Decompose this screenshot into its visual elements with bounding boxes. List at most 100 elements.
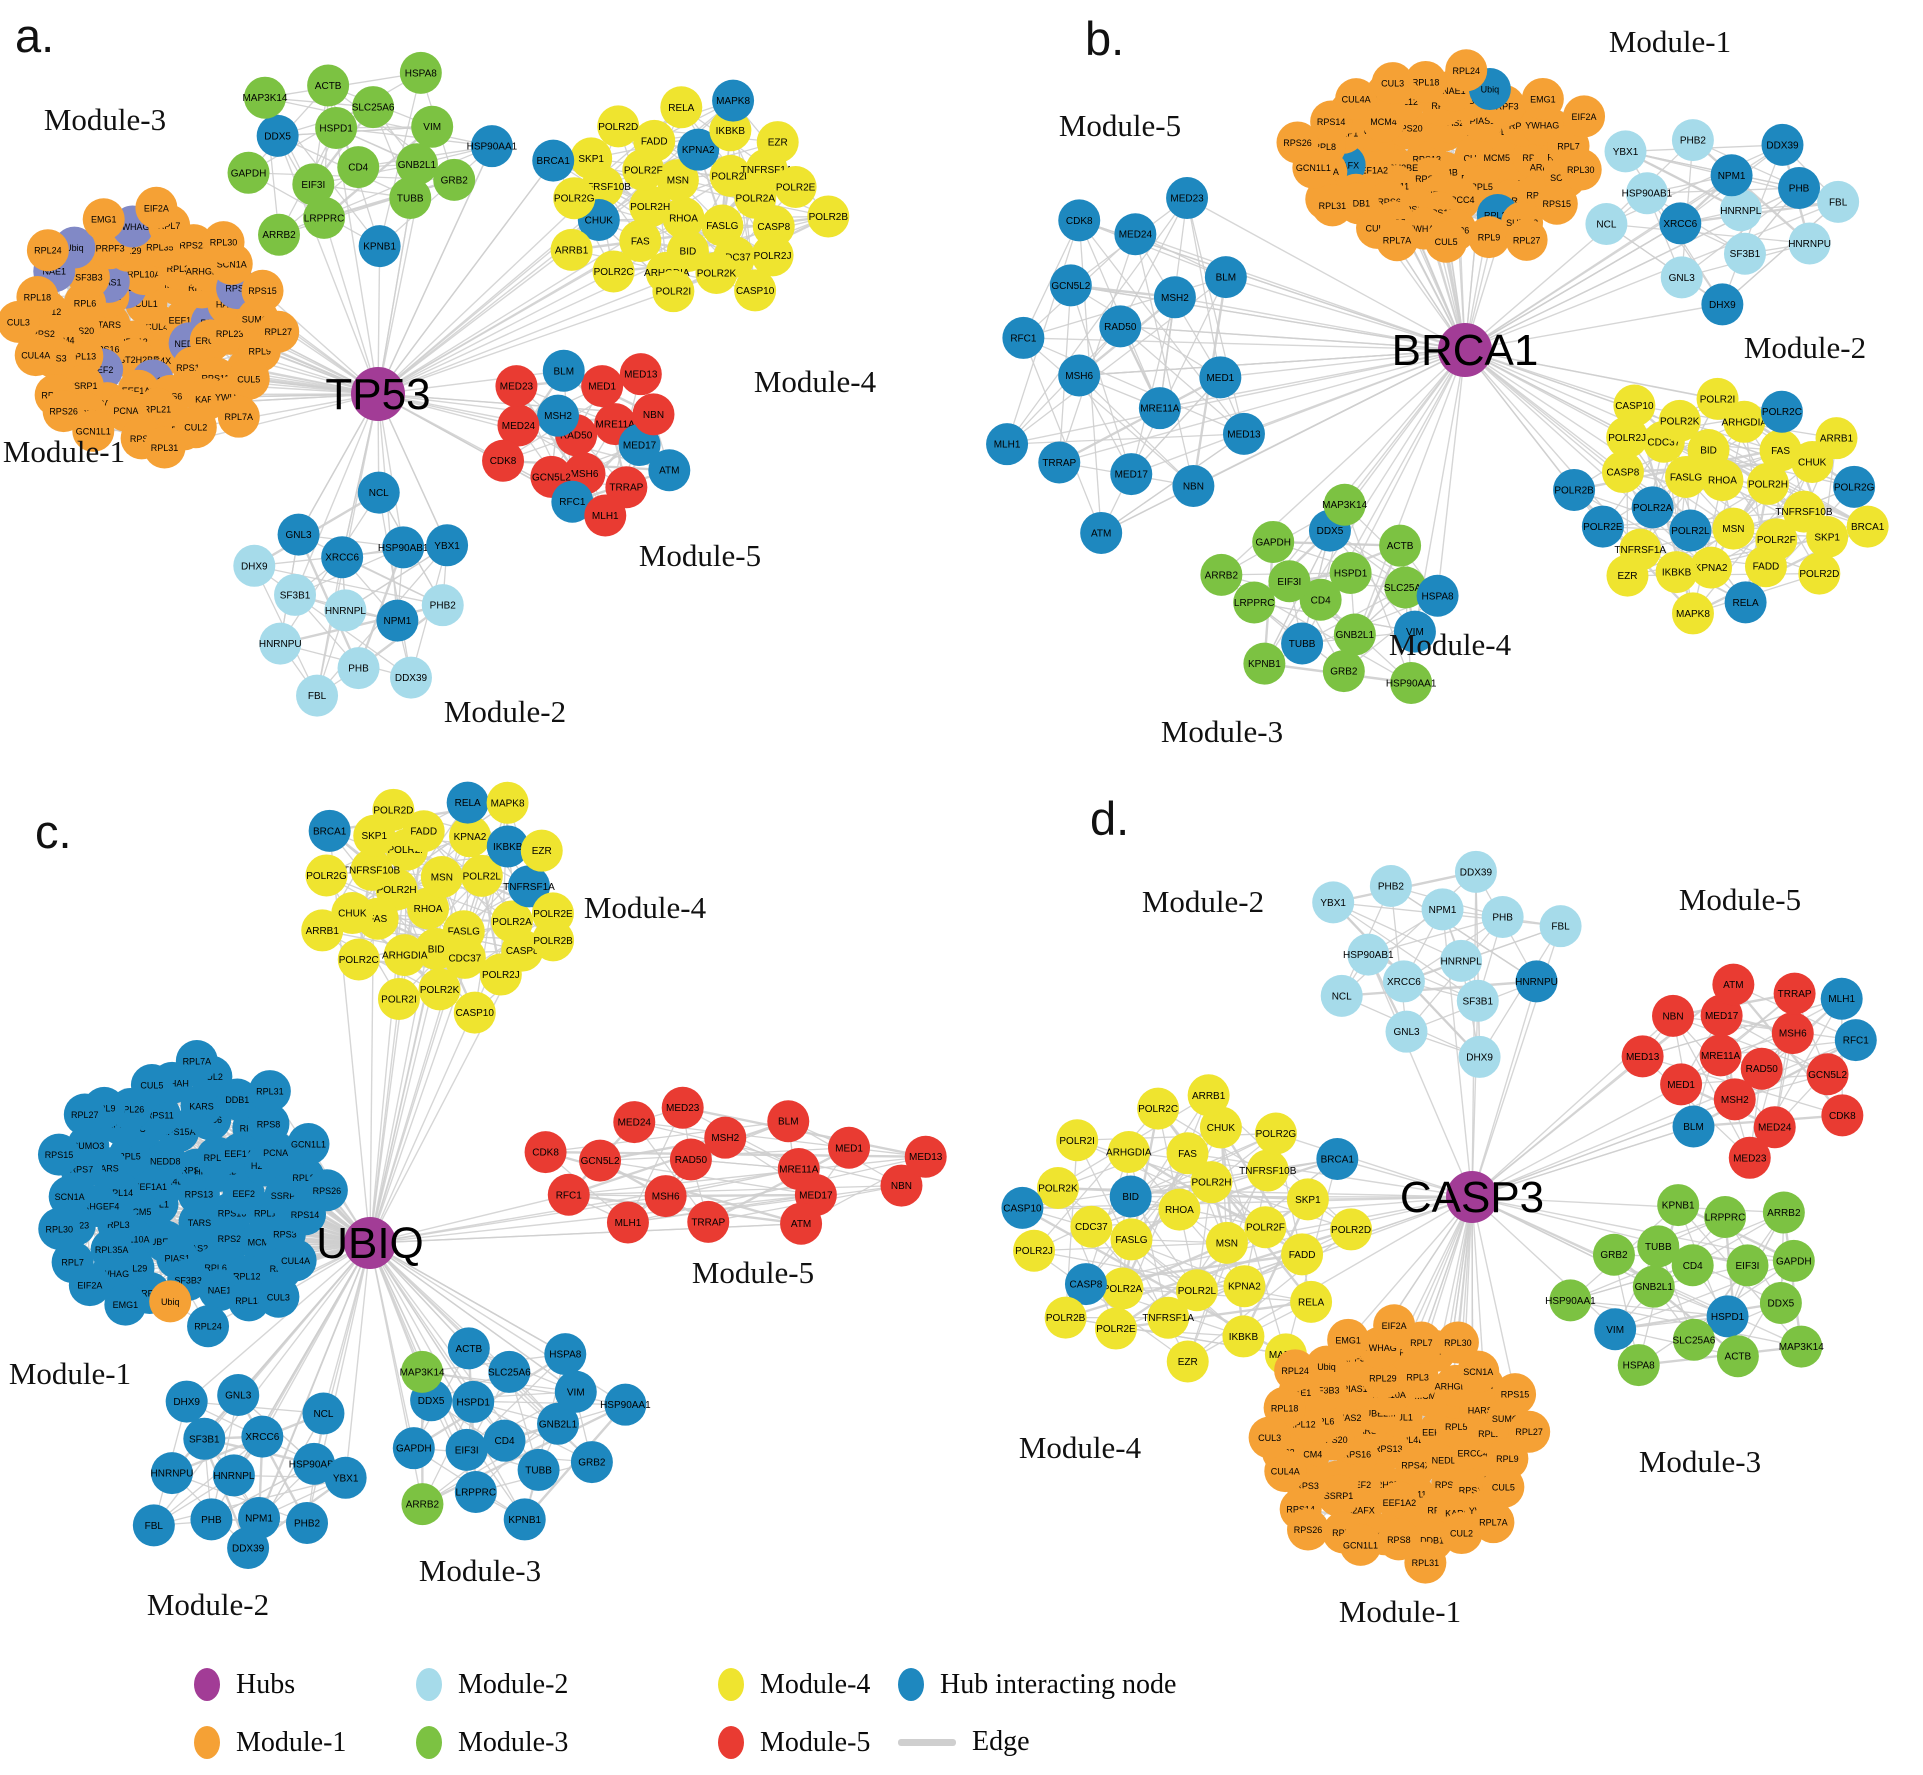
node-label-EIF3I: EIF3I (1736, 1261, 1760, 1272)
node-RPL24 (1445, 49, 1488, 92)
node-label-YWHAG: YWHAG (1363, 1343, 1397, 1353)
node-Ubiq (149, 1280, 192, 1323)
node-label-DDX5: DDX5 (418, 1396, 445, 1407)
node-label-POLR2D: POLR2D (1799, 569, 1839, 580)
node-label-EEF1A2: EEF1A2 (224, 1149, 258, 1159)
node-label-RFC1: RFC1 (1010, 333, 1037, 344)
node-label-PHB2: PHB2 (294, 1518, 321, 1529)
node-label-KPNA2: KPNA2 (1695, 563, 1728, 574)
node-MED1 (1199, 356, 1242, 399)
node-label-HNRNPL: HNRNPL (325, 606, 367, 617)
node-label-POLR2I: POLR2I (381, 994, 417, 1005)
node-RFC1 (1834, 1019, 1877, 1062)
node-label-SKP1: SKP1 (578, 154, 604, 165)
node-MLH1 (584, 494, 627, 537)
node-label-SCN1A: SCN1A (1463, 1367, 1493, 1377)
node-label-ACTB: ACTB (455, 1344, 482, 1355)
hub-label-CASP3: CASP3 (1400, 1173, 1544, 1222)
node-label-POLR2C: POLR2C (339, 955, 379, 966)
node-label-POLR2C: POLR2C (1762, 407, 1802, 418)
node-label-RPL31: RPL31 (1412, 1558, 1440, 1568)
node-POLR2D (372, 788, 415, 831)
node-EIF3I (445, 1428, 488, 1471)
node-label-RHOA: RHOA (1708, 476, 1737, 487)
node-label-NBN: NBN (891, 1181, 912, 1192)
node-label-GNL3: GNL3 (286, 530, 313, 541)
node-label-EIF3I: EIF3I (1277, 577, 1301, 588)
hub-label-BRCA1: BRCA1 (1392, 326, 1539, 375)
node-HSP90AB1 (293, 1442, 336, 1485)
node-label-EIF2A: EIF2A (1382, 1321, 1407, 1331)
node-RHOA (407, 887, 450, 930)
label-layer: b. Module-5 Module-1 Module-2 Module-4 Module… (1059, 12, 1866, 749)
node-label-RPL29: RPL29 (120, 1263, 148, 1273)
node-label-RPL7: RPL7 (1410, 1338, 1433, 1348)
node-HSP90AB1 (1625, 172, 1668, 215)
node-RPL31 (1404, 1541, 1447, 1584)
node-label-SF3B3: SF3B3 (75, 273, 103, 283)
node-RPS26 (1287, 1508, 1330, 1551)
node-RPL27 (1508, 1410, 1551, 1453)
node-label-EZR: EZR (768, 138, 788, 149)
node-label-RPS14: RPS14 (1317, 117, 1346, 127)
node-label-GRB2: GRB2 (441, 175, 469, 186)
node-label-RPL7: RPL7 (158, 221, 181, 231)
node-label-RPL7A: RPL7A (1479, 1518, 1508, 1528)
node-label-GCN5L2: GCN5L2 (532, 472, 571, 483)
node-MED1 (828, 1126, 871, 1169)
node-label-MAPK8: MAPK8 (491, 798, 525, 809)
node-PHB2 (286, 1501, 329, 1544)
node-POLR2J (479, 953, 522, 996)
node-MAP3K14 (1780, 1325, 1823, 1368)
node-label-RPL7A: RPL7A (1383, 236, 1412, 246)
node-POLR2A (1101, 1267, 1144, 1310)
node-label-RPL7A: RPL7A (225, 412, 254, 422)
node-label-IKBKB: IKBKB (716, 126, 746, 137)
node-label-CD4: CD4 (348, 163, 368, 174)
node-label-Ubiq: Ubiq (1317, 1362, 1336, 1372)
node-label-TNFRSF10B: TNFRSF10B (343, 865, 401, 876)
node-EZR (1606, 554, 1649, 597)
node-CD4 (1671, 1244, 1714, 1287)
node-label-XRCC6: XRCC6 (1387, 977, 1421, 988)
node-label-RPL27: RPL27 (1513, 235, 1541, 245)
panel-letter-c: c. (35, 805, 72, 858)
node-VIM (1393, 610, 1436, 653)
node-MSN (1712, 507, 1755, 550)
node-label-IKBKB: IKBKB (1662, 568, 1692, 579)
node-HNRNPU (1788, 222, 1831, 265)
node-label-H2AFX: H2AFX (1346, 1506, 1375, 1516)
node-label-RELA: RELA (1298, 1297, 1324, 1308)
node-label-MCM4: MCM4 (1296, 1450, 1323, 1460)
node-label-MED13: MED13 (1227, 429, 1261, 440)
node-GNB2L1 (1632, 1265, 1675, 1308)
node-GRB2 (433, 158, 476, 201)
node-TUBB (1281, 622, 1324, 665)
cluster-label-d-Module-1: Module-1 (1339, 1594, 1461, 1629)
node-label-PHB: PHB (348, 664, 369, 675)
node-label-TNFRSF10B: TNFRSF10B (1775, 507, 1833, 518)
node-label-HNRNPU: HNRNPU (1788, 239, 1831, 250)
node-label-DDX5: DDX5 (264, 131, 291, 142)
node-label-XRCC6: XRCC6 (1663, 219, 1697, 230)
node-POLR2G (1254, 1112, 1297, 1155)
node-label-BRCA1: BRCA1 (1321, 1155, 1355, 1166)
node-DDX39 (1454, 850, 1497, 893)
hub-node-CASP3 (1446, 1171, 1498, 1223)
node-label-RPS16: RPS16 (218, 1208, 247, 1218)
node-GAPDH (1772, 1239, 1815, 1282)
node-MSH6 (1771, 1012, 1814, 1055)
node-label-FADD: FADD (1753, 562, 1780, 573)
node-label-EEF2: EEF2 (232, 1189, 255, 1199)
node-label-FASLG: FASLG (448, 927, 480, 938)
node-label-KPNA2: KPNA2 (1228, 1282, 1261, 1293)
node-POLR2B (1553, 468, 1596, 511)
node-label-VIM: VIM (567, 1387, 585, 1398)
node-IKBKB (1655, 551, 1698, 594)
node-FADD (1744, 545, 1787, 588)
node-label-GNB2L1: GNB2L1 (398, 160, 437, 171)
node-label-RPL35A: RPL35A (95, 1245, 129, 1255)
cluster-label-a-Module-1: Module-1 (3, 434, 125, 469)
node-label-KPNB1: KPNB1 (363, 242, 396, 253)
node-POLR2C (1760, 390, 1803, 433)
